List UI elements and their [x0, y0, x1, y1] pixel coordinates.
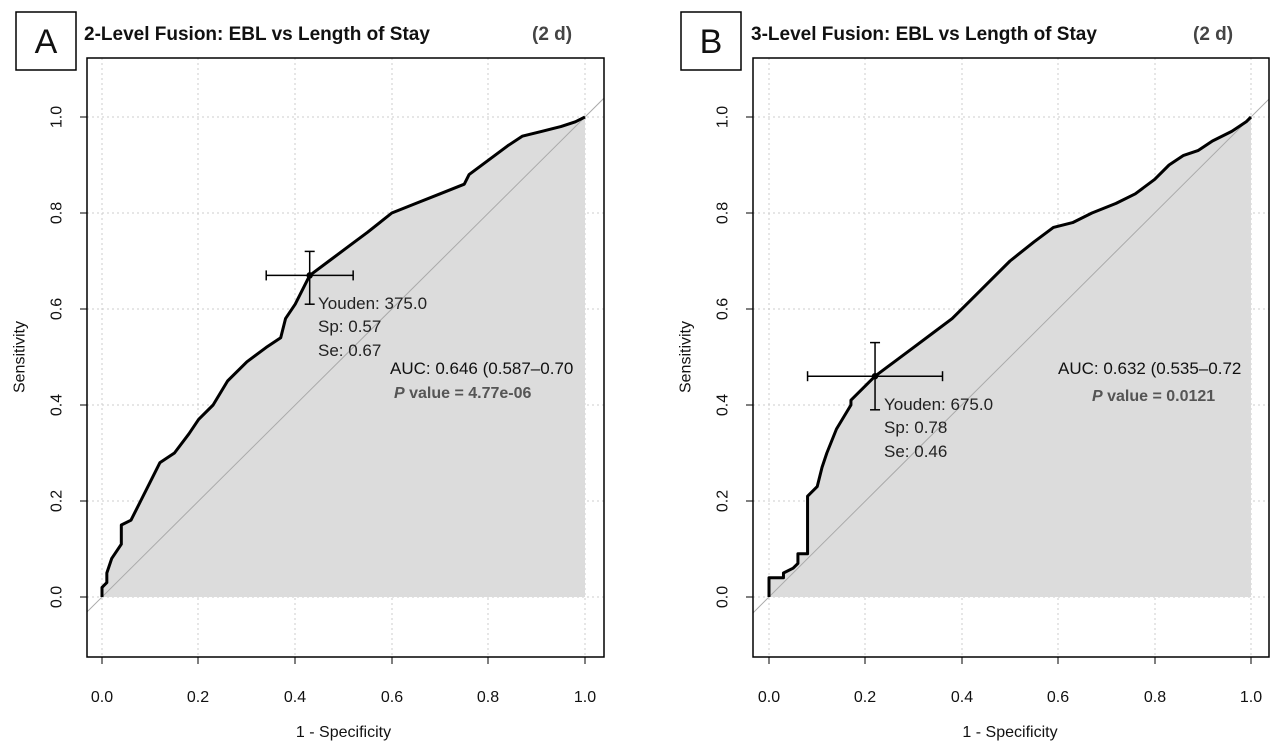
plot-border — [86, 57, 605, 658]
chart-title-suffix: (2 d) — [1193, 24, 1233, 45]
x-tick-label: 0.0 — [758, 689, 780, 706]
roc-panel-b: 0.0 0.2 0.4 0.6 0.8 1.0 0.0 0.2 0.4 0.6 0.8 1.0 1 - … — [678, 11, 1270, 741]
plot-border — [752, 57, 1270, 658]
roc-panel-a: 0.0 0.2 0.4 0.6 0.8 1.0 0.0 0.2 0.4 0.6 0.8 1.0 1 - … — [12, 11, 605, 741]
y-tick-label: 0.8 — [49, 202, 66, 224]
y-tick-label: 0.2 — [49, 490, 66, 512]
y-tick-label: 0.0 — [715, 586, 732, 608]
y-axis-label: Sensitivity — [12, 321, 29, 393]
chart-title: 3-Level Fusion: EBL vs Length of Stay — [751, 24, 1097, 45]
threshold-annotation: Youden: 675.0 — [884, 395, 993, 414]
threshold-point — [306, 272, 313, 279]
x-tick-label: 0.6 — [1047, 689, 1069, 706]
chart-title: 2-Level Fusion: EBL vs Length of Stay — [84, 24, 430, 45]
threshold-point — [871, 372, 879, 380]
threshold-annotation: Youden: 375.0 — [318, 294, 427, 313]
x-tick-label: 0.0 — [91, 689, 113, 706]
x-tick-label: 0.8 — [1144, 689, 1166, 706]
p-value-label: P value = 4.77e-06 — [394, 385, 532, 402]
y-tick-label: 0.6 — [49, 298, 66, 320]
x-tick-label: 0.4 — [951, 689, 973, 706]
threshold-annotation: Se: 0.67 — [318, 341, 381, 360]
p-value-text: value = 0.0121 — [1103, 388, 1216, 405]
y-tick-label: 0.8 — [715, 202, 732, 224]
y-tick-label: 0.4 — [49, 394, 66, 416]
youden-threshold-marker — [265, 250, 354, 305]
chart-title-suffix: (2 d) — [532, 24, 572, 45]
y-tick-label: 1.0 — [715, 106, 732, 128]
y-tick-label: 1.0 — [49, 106, 66, 128]
panel-label: A — [35, 23, 58, 61]
x-tick-label: 0.2 — [854, 689, 876, 706]
x-axis-label: 1 - Specificity — [296, 724, 391, 741]
y-tick-label: 0.6 — [715, 298, 732, 320]
chance-diagonal-line — [753, 98, 1269, 614]
p-value-p: P — [1092, 388, 1103, 405]
panel-label-box — [680, 11, 742, 71]
roc-curve-line — [767, 115, 1253, 597]
panel-label-box — [15, 11, 77, 71]
auc-label: AUC: 0.646 (0.587–0.70 — [390, 359, 573, 378]
panel-label: B — [700, 23, 723, 61]
x-tick-label: 0.6 — [381, 689, 403, 706]
p-value-label: P value = 0.0121 — [1092, 388, 1215, 405]
y-axis-label: Sensitivity — [678, 321, 695, 393]
threshold-annotation: Sp: 0.78 — [884, 418, 947, 437]
x-axis-label: 1 - Specificity — [962, 724, 1057, 741]
auc-label: AUC: 0.632 (0.535–0.72 — [1058, 359, 1241, 378]
x-tick-label: 0.2 — [187, 689, 209, 706]
y-tick-label: 0.0 — [49, 586, 66, 608]
x-tick-label: 0.4 — [284, 689, 306, 706]
p-value-p: P — [394, 385, 405, 402]
chance-diagonal-line — [87, 97, 604, 613]
x-tick-label: 1.0 — [1240, 689, 1262, 706]
p-value-text: value = 4.77e-06 — [405, 385, 532, 402]
threshold-annotation: Sp: 0.57 — [318, 317, 381, 336]
roc-curve-line — [100, 115, 586, 597]
youden-threshold-marker — [806, 341, 944, 411]
threshold-annotation: Se: 0.46 — [884, 442, 947, 461]
x-tick-label: 1.0 — [574, 689, 596, 706]
y-tick-label: 0.2 — [715, 490, 732, 512]
y-tick-label: 0.4 — [715, 394, 732, 416]
x-tick-label: 0.8 — [477, 689, 499, 706]
